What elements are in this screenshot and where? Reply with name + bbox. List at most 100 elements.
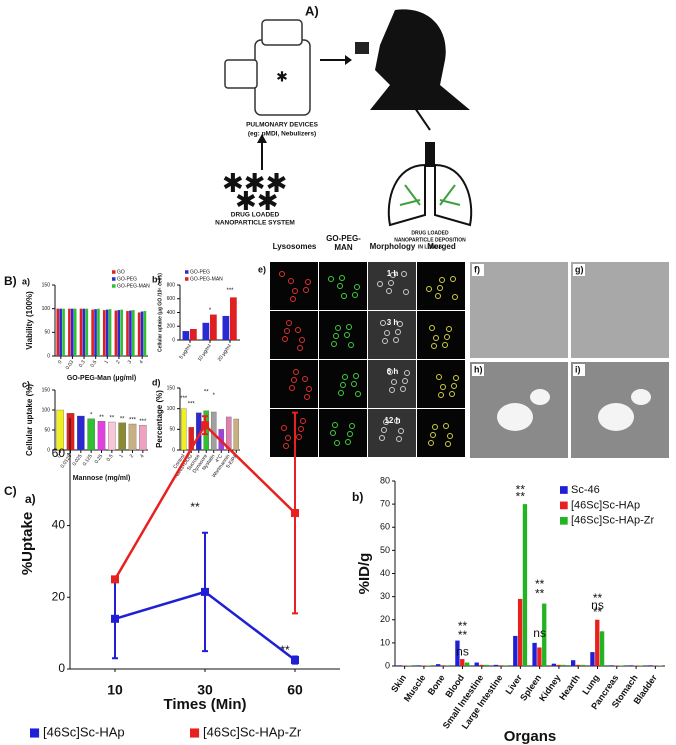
cell-spot bbox=[346, 324, 352, 330]
diagram-label: NANOPARTICLE SYSTEM bbox=[215, 220, 295, 227]
annotation: ** bbox=[593, 605, 603, 619]
bar bbox=[56, 308, 60, 356]
legend-swatch bbox=[112, 270, 116, 274]
cell-spot bbox=[404, 370, 410, 376]
bar bbox=[233, 418, 240, 451]
bar bbox=[397, 665, 402, 666]
bar bbox=[87, 418, 95, 451]
bar bbox=[202, 322, 210, 340]
cell-spot bbox=[344, 332, 350, 338]
y-tick-label: 0 bbox=[172, 447, 175, 453]
bar bbox=[537, 647, 542, 666]
bar bbox=[137, 312, 141, 356]
bar bbox=[59, 308, 62, 356]
panel-label: C) bbox=[4, 484, 17, 498]
cell-spot bbox=[297, 345, 303, 351]
bar bbox=[648, 665, 653, 666]
bar bbox=[132, 310, 135, 356]
panel-label: d) bbox=[152, 377, 161, 387]
cell-spot bbox=[288, 278, 294, 284]
bar bbox=[513, 635, 518, 666]
cell-spot bbox=[397, 321, 403, 327]
panel-label-bg bbox=[573, 264, 585, 276]
panel-label-bg bbox=[472, 364, 484, 376]
bar bbox=[97, 421, 106, 451]
legend-swatch bbox=[30, 728, 40, 738]
y-tick-label: 100 bbox=[42, 407, 51, 413]
y-tick-label: 150 bbox=[42, 387, 51, 393]
bar bbox=[517, 598, 523, 666]
legend-label: [46Sc]Sc-HAp-Zr bbox=[571, 515, 654, 527]
bar bbox=[79, 308, 83, 356]
bar bbox=[532, 642, 537, 666]
panel-label: A) bbox=[305, 3, 319, 18]
arrow-head bbox=[345, 55, 352, 65]
cell-spot bbox=[390, 272, 396, 278]
bar bbox=[416, 665, 422, 666]
cell-spot bbox=[380, 320, 386, 326]
cell-spot bbox=[332, 422, 338, 428]
y-tick-label: 30 bbox=[380, 591, 390, 601]
legend-swatch bbox=[190, 728, 200, 738]
micrograph bbox=[368, 311, 416, 359]
legend-label: Sc-46 bbox=[571, 484, 600, 496]
inhaler-small bbox=[355, 42, 369, 54]
cell-spot bbox=[284, 328, 290, 334]
x-tick-label: 1 bbox=[118, 453, 125, 459]
bar bbox=[503, 665, 508, 666]
cell-spot bbox=[305, 279, 311, 285]
cell-spot bbox=[403, 289, 409, 295]
column-header: GO-PEG-MAN bbox=[326, 234, 361, 252]
bar bbox=[85, 308, 89, 356]
cell-spot bbox=[304, 394, 310, 400]
micrograph bbox=[270, 262, 318, 310]
micrograph bbox=[319, 311, 367, 359]
cell-spot bbox=[384, 330, 390, 336]
x-tick-label: 10 bbox=[107, 682, 123, 698]
bar bbox=[182, 331, 190, 340]
bar bbox=[143, 311, 147, 356]
annotation: ** bbox=[204, 390, 209, 396]
bar bbox=[599, 631, 605, 666]
cell-spot bbox=[300, 418, 306, 424]
legend-swatch bbox=[185, 270, 189, 274]
panel-label: g) bbox=[575, 264, 584, 274]
cell-spot bbox=[428, 440, 434, 446]
y-tick-label: 0 bbox=[172, 337, 175, 343]
cell-spot bbox=[354, 284, 360, 290]
annotation: * bbox=[213, 393, 216, 399]
bar bbox=[77, 415, 85, 451]
legend-label: GO-PEG bbox=[117, 276, 137, 282]
cell-spot bbox=[342, 374, 348, 380]
annotation: *** bbox=[226, 288, 234, 294]
x-tick-label: 0.5 bbox=[90, 359, 99, 368]
annotation: *** bbox=[180, 396, 188, 402]
annotation: * bbox=[90, 412, 93, 418]
cell-spot bbox=[393, 337, 399, 343]
bar bbox=[542, 603, 547, 666]
y-axis-label: Cellular uptake (µg GO /10⁶ cells) bbox=[157, 273, 163, 352]
x-tick-label: 0.3 bbox=[78, 359, 87, 368]
cell-spot bbox=[440, 384, 446, 390]
annotation: ** bbox=[516, 482, 526, 496]
cell-spot bbox=[345, 439, 351, 445]
y-tick-label: 400 bbox=[167, 310, 176, 316]
panel-label: B) bbox=[4, 274, 17, 288]
annotation: ** bbox=[280, 643, 290, 657]
marker bbox=[111, 614, 119, 623]
x-tick-label: 5 µg/ml bbox=[178, 343, 192, 360]
cell-spot bbox=[429, 325, 435, 331]
bar bbox=[479, 664, 484, 666]
cell-spot bbox=[353, 373, 359, 379]
bar bbox=[440, 665, 446, 666]
column-header: Morphology bbox=[370, 242, 416, 251]
annotation: ** bbox=[535, 586, 545, 600]
y-tick-label: 20 bbox=[52, 589, 66, 603]
bar bbox=[62, 308, 65, 356]
bar bbox=[551, 663, 557, 666]
cell-spot bbox=[349, 423, 355, 429]
bar bbox=[70, 308, 74, 356]
y-tick-label: 60 bbox=[380, 522, 390, 532]
x-tick-label: 0.125 bbox=[82, 453, 94, 467]
